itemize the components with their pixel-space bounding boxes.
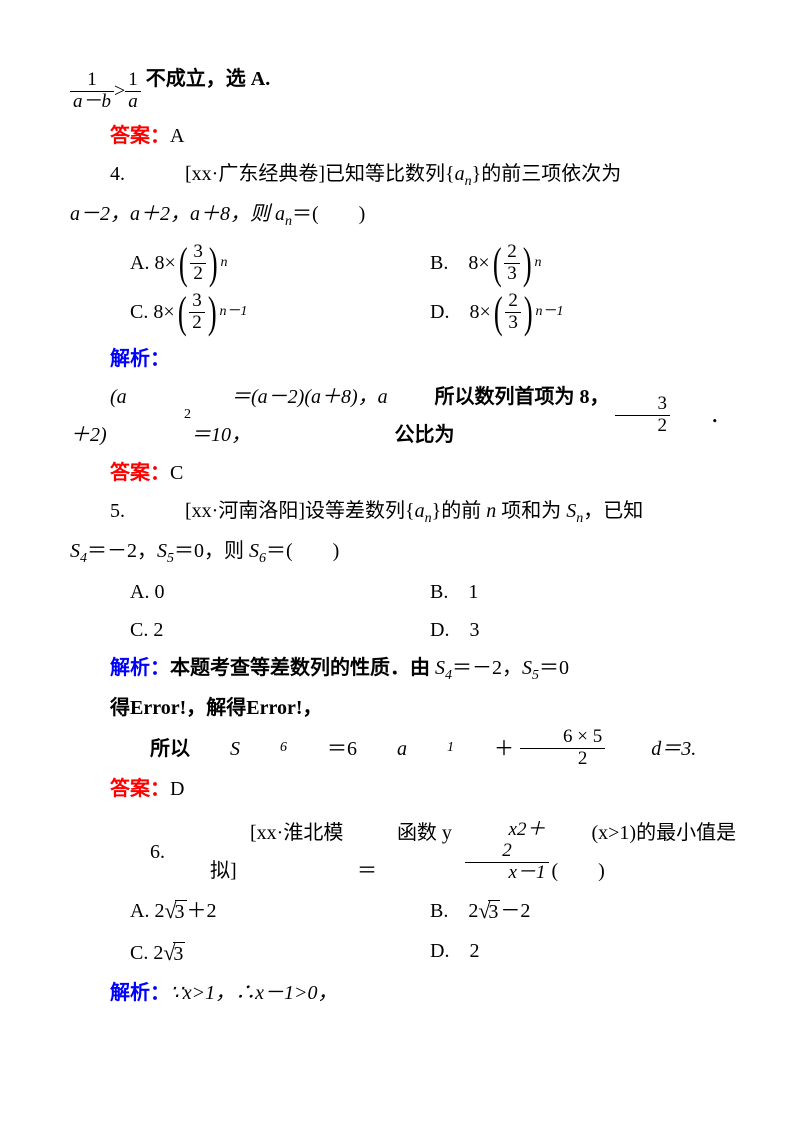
answer-3: 答案：A	[70, 117, 730, 155]
residual-line: 1 a－b > 1 a 不成立，选 A.	[70, 60, 730, 113]
q6-opt-d: D. 2	[430, 932, 479, 974]
q4-opt-b: B. 8× ( 23 ) n	[430, 242, 541, 285]
answer-label: 答案：	[110, 125, 170, 147]
q6-opt-b: B. 23－2	[430, 890, 530, 932]
answer-4: 答案：C	[70, 454, 730, 492]
q5-opt-a: A. 0	[130, 573, 430, 611]
q5-jiexi-2: 得Error!，解得Error!，	[70, 689, 730, 727]
q6-line1: 6. [xx·淮北模拟]函数 y＝ x2＋2x－1 (x>1)的最小值是( )	[70, 814, 730, 890]
q6-opts-cd: C. 23 D. 2	[130, 932, 730, 974]
q5-line2: S4＝－2，S5＝0，则 S6＝( )	[70, 532, 730, 573]
jiexi-label: 解析：	[110, 348, 170, 370]
q5-opts-cd: C. 2 D. 3	[130, 611, 730, 649]
q5-line1: 5. [xx·河南洛阳]设等差数列{an}的前 n 项和为 Sn，已知	[70, 492, 730, 533]
q6-jiexi: 解析：∵x>1，∴x－1>0，	[70, 974, 730, 1012]
q5-opt-b: B. 1	[430, 573, 478, 611]
q5-opt-c: C. 2	[130, 611, 430, 649]
q5-opts-ab: A. 0 B. 1	[130, 573, 730, 611]
q4-opts-cd: C. 8× ( 32 ) n－1 D. 8× ( 23 ) n－1	[130, 291, 730, 334]
q4-opt-c: C. 8× ( 32 ) n－1	[130, 291, 430, 334]
q4-line2: a－2，a＋2，a＋8，则 an＝( )	[70, 195, 730, 236]
frac-1-ab: 1 a－b	[70, 70, 114, 113]
q6-opt-c: C. 23	[130, 932, 430, 974]
frac-1-a: 1 a	[125, 70, 141, 113]
q4-jiexi: 解析： (a＋2)2＝(a－2)(a＋8)，a＝10，所以数列首项为 8，公比为…	[70, 340, 730, 454]
q4-opts-ab: A. 8× ( 32 ) n B. 8× ( 23 ) n	[130, 242, 730, 285]
answer-5: 答案：D	[70, 770, 730, 808]
page-content: 1 a－b > 1 a 不成立，选 A. 答案：A 4. [xx·广东经典卷]已…	[0, 0, 800, 1052]
q5-opt-d: D. 3	[430, 611, 479, 649]
q4-line1: 4. [xx·广东经典卷]已知等比数列{an}的前三项依次为	[70, 155, 730, 196]
line1-text: 不成立，选 A.	[146, 68, 270, 90]
q4-opt-d: D. 8× ( 23 ) n－1	[430, 291, 564, 334]
q6-opt-a: A. 23＋2	[130, 890, 430, 932]
q5-jiexi-3: 所以 S6＝6a1＋ 6 × 52 d＝3.	[70, 727, 730, 770]
q6-opts-ab: A. 23＋2 B. 23－2	[130, 890, 730, 932]
q4-opt-a: A. 8× ( 32 ) n	[130, 242, 430, 285]
q5-jiexi-1: 解析：本题考查等差数列的性质．由 S4＝－2，S5＝0	[70, 649, 730, 690]
